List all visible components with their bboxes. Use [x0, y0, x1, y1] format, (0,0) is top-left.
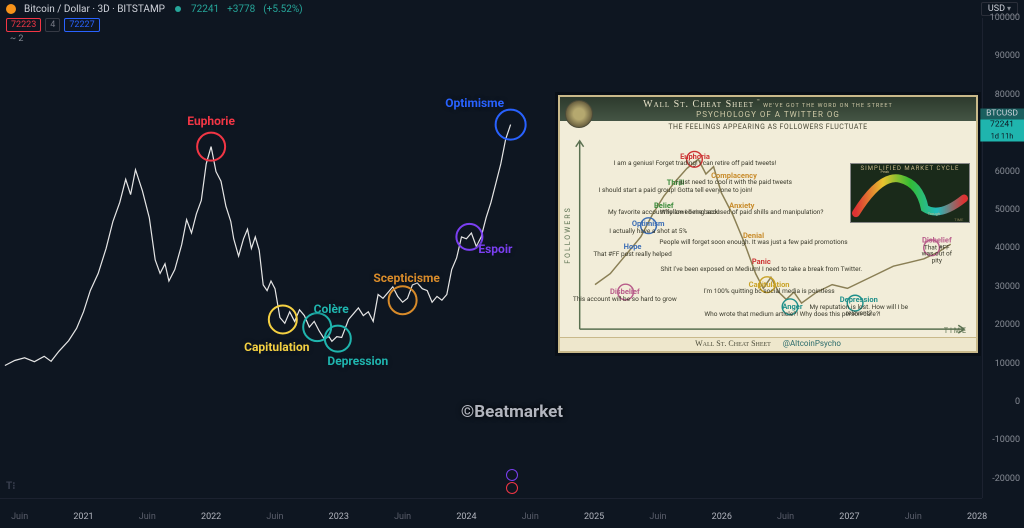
- inset-x-label: TIME: [944, 327, 968, 335]
- x-tick: 2026: [712, 512, 732, 522]
- y-tick: 40000: [995, 243, 1020, 253]
- inset-label: CapitulationI'm 100% quitting bc social …: [704, 281, 835, 295]
- inset-chart: FOLLOWERS TIME SIMPLIFIED MARKET CYCLE P…: [560, 133, 976, 337]
- cheat-sheet-overlay[interactable]: Wall St. Cheat Sheet ™ WE'VE GOT THE WOR…: [558, 95, 978, 353]
- inset-title: Wall St. Cheat Sheet: [643, 99, 754, 110]
- inset-header: Wall St. Cheat Sheet ™ WE'VE GOT THE WOR…: [560, 97, 976, 121]
- x-tick: 2021: [73, 512, 93, 522]
- annotation-euphorie: Euphorie: [187, 114, 235, 128]
- x-tick: Juin: [139, 512, 156, 522]
- y-tick: 90000: [995, 51, 1020, 61]
- y-tick: -20000: [992, 474, 1020, 484]
- x-tick: Juin: [777, 512, 794, 522]
- x-axis: Juin 2021 Juin 2022 Juin 2023 Juin 2024 Juin 2025…: [0, 498, 982, 528]
- annotation-depression: Depression: [327, 354, 388, 368]
- x-tick: 2022: [201, 512, 221, 522]
- y-axis: 1000009000080000700006000050000400003000…: [982, 18, 1024, 498]
- y-tick: 100000: [990, 13, 1020, 23]
- x-tick: 2028: [967, 512, 987, 522]
- inset-footer-brand: Wall St. Cheat Sheet: [695, 339, 771, 348]
- price-marker: BTCUSD722411d 11h: [980, 108, 1024, 141]
- svg-text:TIME: TIME: [954, 217, 964, 222]
- indicator-dot-icon[interactable]: [506, 469, 518, 481]
- inset-label: EuphoriaI am a genius! Forget trading! I…: [614, 153, 777, 167]
- y-tick: 30000: [995, 282, 1020, 292]
- inset-sub: THE FEELINGS APPEARING AS FOLLOWERS FLUC…: [560, 121, 976, 133]
- y-tick: 50000: [995, 205, 1020, 215]
- market-status-icon: [175, 6, 181, 12]
- x-tick: Juin: [649, 512, 666, 522]
- price-change: +3778: [227, 4, 255, 15]
- y-tick: 0: [1015, 397, 1020, 407]
- svg-text:Trough: Trough: [928, 211, 940, 216]
- y-tick: 80000: [995, 90, 1020, 100]
- annotation-optimisme: Optimisme: [445, 96, 504, 110]
- inset-label: AnxietyWhy am I being accused of paid sh…: [660, 202, 823, 216]
- svg-text:Peak: Peak: [881, 169, 890, 174]
- inset-subtitle: PSYCHOLOGY OF A TWITTER OG: [696, 110, 840, 119]
- y-tick: 20000: [995, 320, 1020, 330]
- inset-label: ComplacencyI just need to cool it with t…: [676, 172, 792, 186]
- y-tick: -10000: [992, 435, 1020, 445]
- x-tick: Juin: [266, 512, 283, 522]
- annotation-scepticisme: Scepticisme: [373, 271, 440, 285]
- inset-tag: WE'VE GOT THE WORD ON THE STREET: [763, 103, 893, 109]
- inset-label: DenialPeople will forget soon enough. It…: [659, 232, 847, 246]
- seal-icon: [565, 100, 593, 128]
- chart-header: Bitcoin / Dollar · 3D · BITSTAMP 72241 +…: [0, 0, 1024, 18]
- x-tick: 2023: [329, 512, 349, 522]
- watermark: ©Beatmarket: [461, 402, 563, 422]
- y-tick: 10000: [995, 359, 1020, 369]
- x-tick: 2024: [456, 512, 476, 522]
- annotation-colere: Colère: [314, 302, 349, 316]
- simplified-market-cycle: SIMPLIFIED MARKET CYCLE Peak Trough TIME: [850, 163, 970, 223]
- annotation-capitulation: Capitulation: [244, 340, 309, 354]
- annotation-espoir: Espoir: [478, 242, 512, 256]
- bottom-indicators[interactable]: [506, 469, 518, 494]
- inset-label: DisbeliefThat #FF was out of pity: [917, 237, 956, 264]
- price-change-pct: (+5.52%): [263, 4, 302, 15]
- y-tick: 60000: [995, 167, 1020, 177]
- inset-handle: @AltcoinPsycho: [783, 339, 841, 348]
- inset-footer: Wall St. Cheat Sheet @AltcoinPsycho: [560, 337, 976, 351]
- x-tick: Juin: [905, 512, 922, 522]
- tradingview-logo-icon[interactable]: T⁝: [6, 481, 15, 492]
- inset-label: DepressionMy reputation is lost. How wil…: [800, 296, 917, 317]
- symbol-title[interactable]: Bitcoin / Dollar · 3D · BITSTAMP: [24, 4, 165, 15]
- last-price: 72241: [191, 4, 219, 15]
- inset-label: DisbeliefThis account will be so hard to…: [573, 288, 677, 302]
- indicator-dot-icon[interactable]: [506, 482, 518, 494]
- x-tick: 2027: [839, 512, 859, 522]
- symbol-icon: [6, 4, 16, 14]
- x-tick: Juin: [522, 512, 539, 522]
- x-tick: Juin: [394, 512, 411, 522]
- inset-y-label: FOLLOWERS: [564, 206, 572, 263]
- inset-label: PanicShit I've been exposed on Medium! I…: [661, 258, 863, 272]
- x-tick: Juin: [11, 512, 28, 522]
- x-tick: 2025: [584, 512, 604, 522]
